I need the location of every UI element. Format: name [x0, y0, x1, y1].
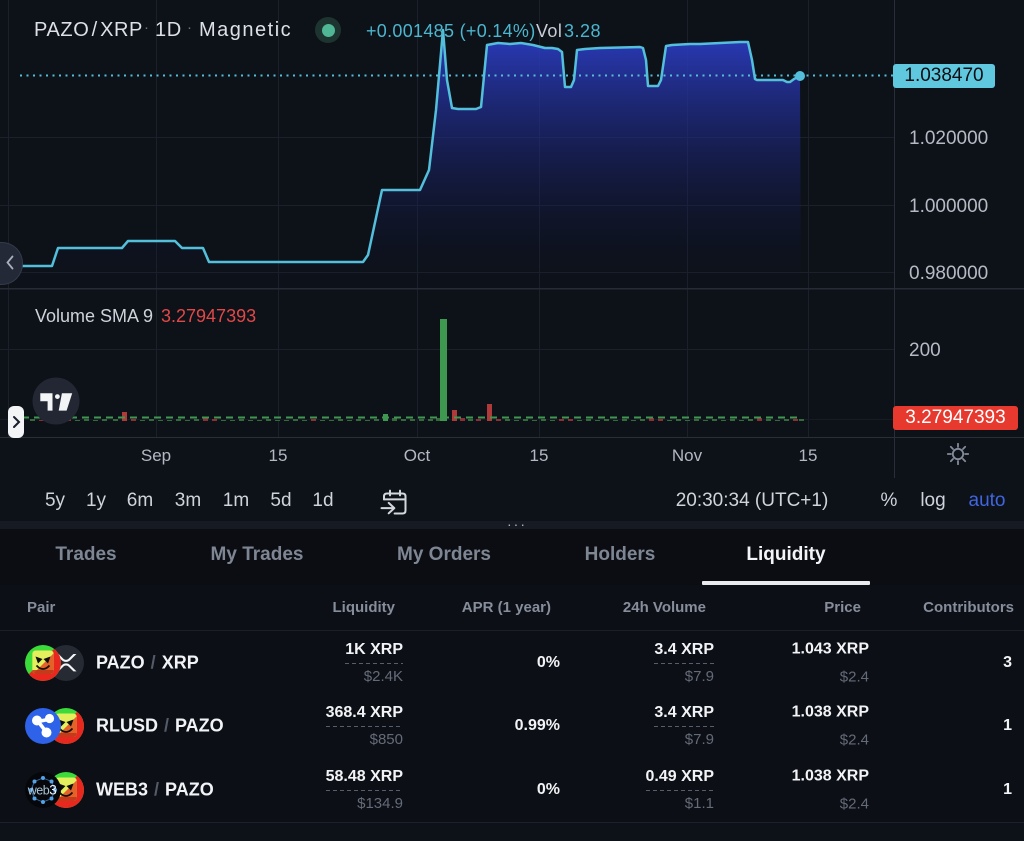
svg-text:web3: web3 [27, 783, 56, 798]
